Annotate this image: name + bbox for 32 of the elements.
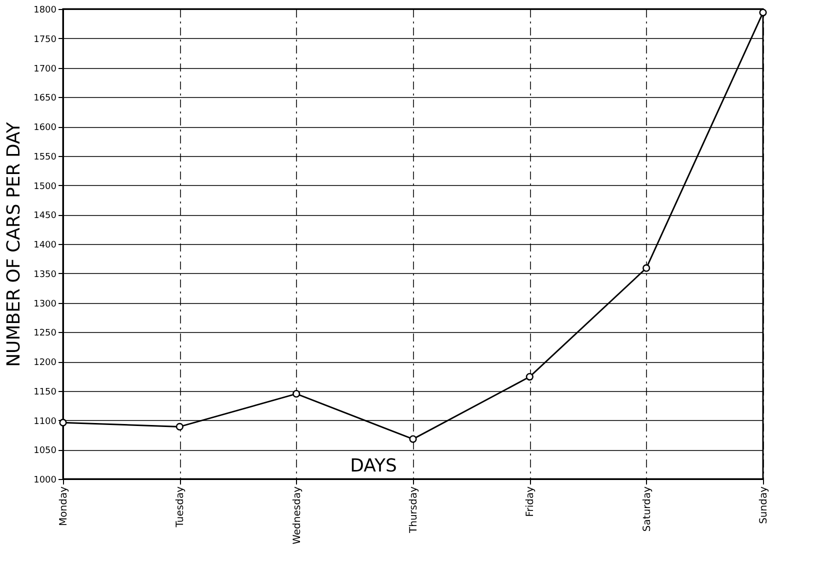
point xyxy=(409,435,417,443)
x-tick-label: Sunday xyxy=(758,486,770,524)
y-tick-label: 1200 xyxy=(34,358,57,368)
y-tick-label: 1600 xyxy=(34,123,57,133)
point xyxy=(642,264,650,272)
y-tick-label: 1100 xyxy=(34,416,57,427)
x-axis-title: DAYS xyxy=(350,456,397,476)
y-tick-label: 1400 xyxy=(34,240,57,250)
y-tick-label: 1750 xyxy=(34,34,57,45)
y-tick-label: 1500 xyxy=(34,182,57,192)
y-tick-label: 1250 xyxy=(34,328,57,339)
point xyxy=(176,422,184,431)
y-tick-label: 1550 xyxy=(34,152,57,162)
y-tick-label: 1150 xyxy=(34,387,57,398)
point xyxy=(526,372,534,381)
y-tick-label: 1650 xyxy=(34,94,57,104)
y-tick-label: 1300 xyxy=(34,299,57,310)
point xyxy=(759,8,767,16)
x-tick-label: Tuesday xyxy=(175,486,186,528)
x-tick-label: Wednesday xyxy=(292,486,303,544)
x-tick-label: Friday xyxy=(525,486,536,517)
x-tick-label: Saturday xyxy=(642,486,653,532)
x-tick-label: Thursday xyxy=(408,486,420,534)
y-tick-label: 1050 xyxy=(34,446,57,456)
y-tick-label: 1450 xyxy=(34,211,57,222)
y-tick-label: 1800 xyxy=(34,6,57,16)
y-tick-label: 1350 xyxy=(34,270,57,280)
y-tick-label: 1000 xyxy=(34,476,57,486)
y-axis-title: NUMBER OF CARS PER DAY xyxy=(4,121,25,367)
point xyxy=(292,390,300,398)
x-tick-label: Monday xyxy=(58,486,70,526)
y-tick-label: 1700 xyxy=(34,64,57,74)
